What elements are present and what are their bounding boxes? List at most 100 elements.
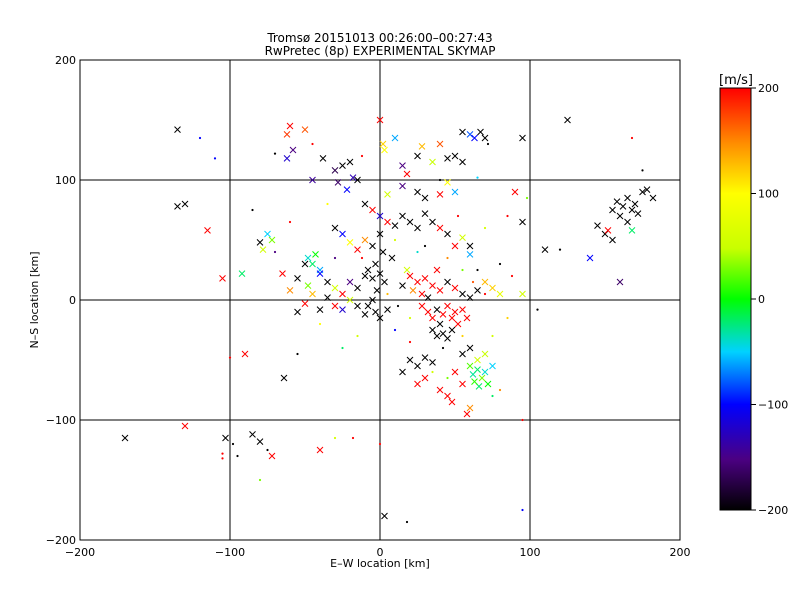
- data-point-cross: [181, 422, 189, 430]
- data-point-cross: [339, 162, 346, 169]
- data-point-cross: [474, 366, 481, 373]
- data-point-cross: [421, 275, 429, 282]
- data-point-cross: [414, 380, 421, 388]
- data-point-cross: [346, 158, 354, 166]
- data-point-cross: [424, 308, 432, 316]
- data-point-cross: [429, 218, 436, 226]
- data-point-dot: [351, 436, 355, 440]
- data-point-cross: [466, 242, 474, 250]
- data-point-cross: [324, 294, 331, 301]
- data-point-cross: [379, 248, 387, 256]
- data-point-dot: [510, 274, 514, 278]
- data-point-cross: [459, 306, 466, 313]
- data-point-cross: [414, 224, 421, 232]
- data-point-cross: [286, 287, 294, 294]
- data-point-cross: [454, 320, 462, 328]
- data-point-cross: [361, 272, 369, 280]
- data-point-dot: [221, 457, 224, 460]
- y-tick-label: −200: [46, 534, 76, 547]
- y-tick-label: 100: [55, 174, 76, 187]
- data-point-cross: [403, 266, 411, 274]
- data-point-cross: [414, 278, 421, 286]
- data-point-cross: [331, 302, 339, 310]
- data-point-cross: [241, 350, 249, 358]
- data-point-cross: [429, 359, 436, 366]
- data-point-cross: [312, 251, 319, 258]
- data-point-dot: [273, 152, 277, 155]
- data-point-cross: [451, 284, 459, 292]
- data-point-cross: [466, 251, 474, 258]
- data-point-cross: [481, 368, 489, 376]
- x-axis-ticks: −200 −100 0 100 200: [65, 60, 691, 559]
- data-point-dot: [408, 316, 412, 320]
- data-point-cross: [309, 176, 316, 184]
- y-tick-label: 200: [55, 54, 76, 67]
- data-point-dot: [630, 136, 634, 140]
- data-point-cross: [264, 230, 271, 238]
- data-point-cross: [289, 146, 297, 154]
- data-point-cross: [478, 374, 486, 382]
- data-point-cross: [439, 311, 447, 318]
- data-point-cross: [343, 186, 351, 193]
- data-point-dot: [491, 394, 494, 398]
- data-point-cross: [624, 194, 631, 202]
- data-point-dot: [441, 346, 445, 350]
- y-tick-label: −100: [46, 414, 76, 427]
- data-point-cross: [334, 179, 342, 186]
- data-point-cross: [444, 278, 451, 286]
- y-axis-ticks: −200 −100 0 100 200: [46, 54, 680, 547]
- data-point-dot: [423, 244, 427, 248]
- data-point-cross: [373, 287, 381, 294]
- data-point-cross: [346, 296, 354, 304]
- data-point-cross: [649, 194, 657, 202]
- data-point-cross: [639, 188, 646, 196]
- y-tick-label: 0: [69, 294, 76, 307]
- data-point-cross: [463, 410, 471, 418]
- data-point-cross: [424, 294, 432, 301]
- data-point-cross: [372, 308, 379, 316]
- data-point-cross: [331, 224, 339, 232]
- data-point-cross: [643, 186, 651, 193]
- data-point-cross: [376, 230, 384, 238]
- data-point-cross: [459, 290, 466, 298]
- colorbar: [719, 87, 752, 511]
- data-point-cross: [279, 270, 286, 277]
- data-point-dot: [296, 352, 299, 356]
- data-point-cross: [361, 236, 369, 244]
- data-point-cross: [406, 356, 414, 364]
- data-point-dot: [333, 256, 337, 260]
- data-point-cross: [421, 210, 429, 217]
- data-point-cross: [174, 126, 181, 133]
- data-point-cross: [436, 386, 444, 394]
- data-point-cross: [451, 242, 459, 250]
- data-point-dot: [318, 322, 322, 326]
- data-point-dot: [356, 334, 359, 338]
- data-point-cross: [448, 314, 456, 322]
- data-point-cross: [433, 306, 441, 313]
- data-point-cross: [489, 362, 496, 370]
- data-point-cross: [222, 434, 229, 442]
- data-point-dot: [483, 226, 487, 230]
- data-point-cross: [319, 155, 327, 162]
- data-point-cross: [369, 242, 376, 250]
- data-point-cross: [301, 260, 309, 268]
- data-point-dot: [251, 208, 254, 212]
- data-point-cross: [444, 335, 451, 342]
- data-point-cross: [238, 270, 246, 277]
- data-point-cross: [519, 218, 526, 226]
- data-point-cross: [283, 131, 291, 138]
- data-point-cross: [418, 290, 426, 298]
- data-point-cross: [519, 290, 526, 298]
- data-point-cross: [616, 212, 624, 220]
- data-point-cross: [391, 134, 399, 142]
- data-point-cross: [477, 128, 484, 136]
- data-point-cross: [406, 272, 414, 280]
- data-point-cross: [463, 314, 471, 322]
- data-point-cross: [444, 155, 451, 162]
- data-point-cross: [451, 308, 459, 316]
- colorbar-tick-label: 200: [758, 82, 779, 95]
- data-point-cross: [339, 306, 346, 313]
- data-point-cross: [604, 227, 612, 234]
- data-point-cross: [421, 374, 429, 382]
- data-point-cross: [309, 260, 316, 268]
